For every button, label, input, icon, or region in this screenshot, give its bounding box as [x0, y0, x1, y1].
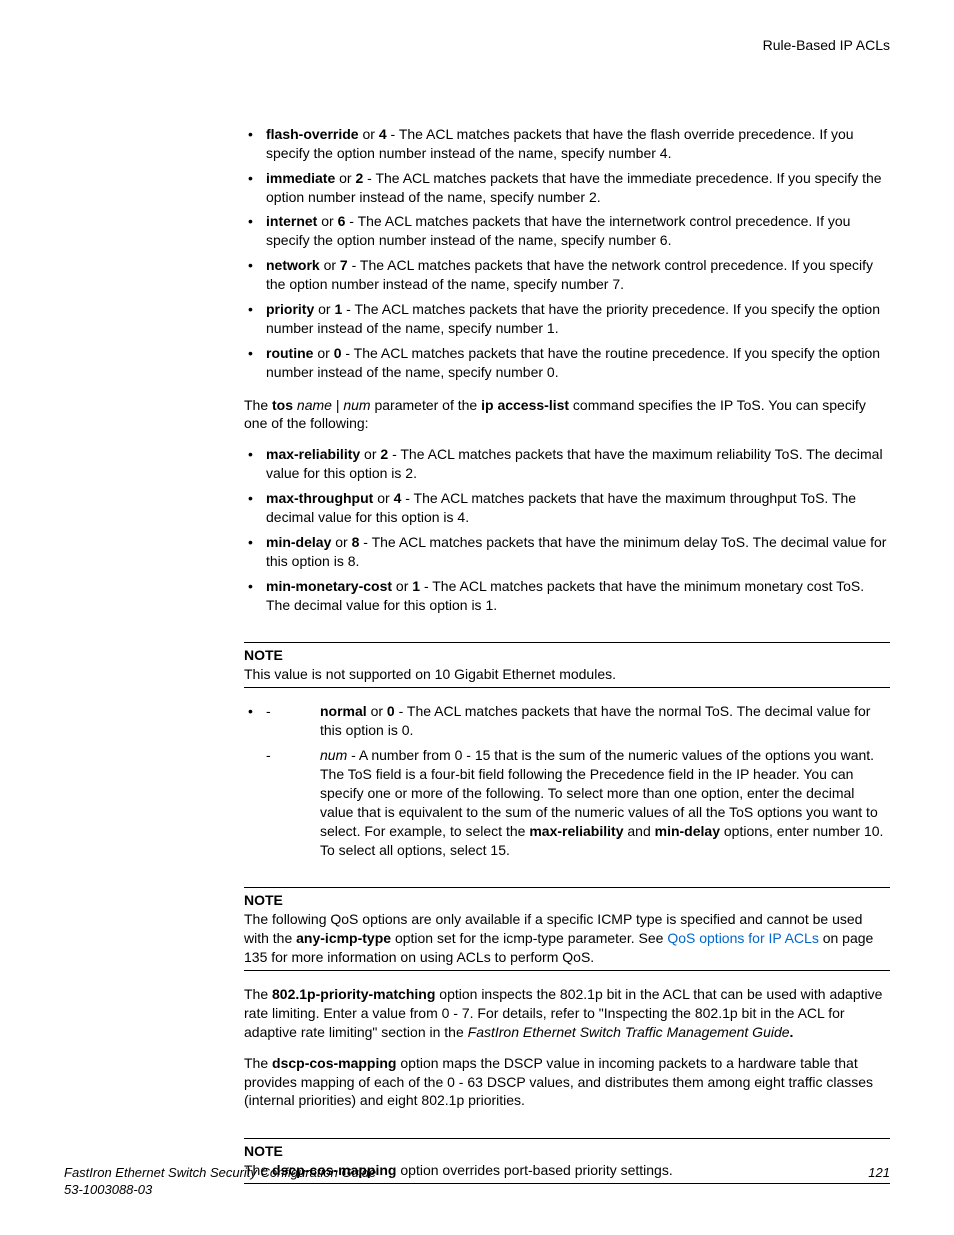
- note-block-2: NOTE The following QoS options are only …: [244, 887, 890, 971]
- term: normal: [320, 703, 367, 719]
- qos-link[interactable]: QoS options for IP ACLs: [667, 930, 819, 946]
- text: parameter of the: [371, 397, 482, 413]
- list-item: network or 7 - The ACL matches packets t…: [244, 256, 890, 294]
- dash-marker: -: [266, 702, 320, 721]
- term-num: 1: [412, 578, 420, 594]
- text: option set for the icmp-type parameter. …: [391, 930, 667, 946]
- text: max-reliability: [529, 823, 623, 839]
- term: max-reliability: [266, 446, 360, 462]
- text: 802.1p-priority-matching: [272, 986, 435, 1002]
- text: |: [332, 397, 343, 413]
- term: min-delay: [266, 534, 331, 550]
- text: normal or 0 - The ACL matches packets th…: [320, 702, 884, 740]
- note-body: The following QoS options are only avail…: [244, 910, 890, 967]
- note-rule: [244, 642, 890, 643]
- note-title: NOTE: [244, 1142, 890, 1161]
- desc: - The ACL matches packets that have the …: [266, 534, 886, 569]
- list-item: internet or 6 - The ACL matches packets …: [244, 212, 890, 250]
- note-rule: [244, 687, 890, 688]
- sub-outer-item: -normal or 0 - The ACL matches packets t…: [244, 702, 890, 740]
- term: flash-override: [266, 126, 359, 142]
- text: dscp-cos-mapping: [272, 1055, 396, 1071]
- note-block-1: NOTE This value is not supported on 10 G…: [244, 642, 890, 688]
- desc: - The ACL matches packets that have the …: [266, 345, 880, 380]
- text: min-delay: [655, 823, 720, 839]
- term: internet: [266, 213, 317, 229]
- page-content: flash-override or 4 - The ACL matches pa…: [244, 125, 890, 1184]
- list-item: flash-override or 4 - The ACL matches pa…: [244, 125, 890, 163]
- term-num: 4: [379, 126, 387, 142]
- para-dscp: The dscp-cos-mapping option maps the DSC…: [244, 1054, 890, 1111]
- text: ip access-list: [481, 397, 569, 413]
- text: .: [790, 1024, 794, 1040]
- precedence-list: flash-override or 4 - The ACL matches pa…: [244, 125, 890, 382]
- tos-list: max-reliability or 2 - The ACL matches p…: [244, 445, 890, 614]
- list-item: immediate or 2 - The ACL matches packets…: [244, 169, 890, 207]
- desc: - The ACL matches packets that have the …: [266, 213, 850, 248]
- note-body: This value is not supported on 10 Gigabi…: [244, 665, 890, 684]
- note-rule: [244, 887, 890, 888]
- desc: - The ACL matches packets that have the …: [266, 257, 873, 292]
- term: max-throughput: [266, 490, 373, 506]
- tos-para: The tos name | num parameter of the ip a…: [244, 396, 890, 434]
- note-rule: [244, 970, 890, 971]
- term: min-monetary-cost: [266, 578, 392, 594]
- text: The: [244, 397, 272, 413]
- header-right: Rule-Based IP ACLs: [64, 36, 890, 55]
- term: priority: [266, 301, 314, 317]
- desc: - The ACL matches packets that have the …: [320, 703, 870, 738]
- page-footer: 121 FastIron Ethernet Switch Security Co…: [64, 1164, 890, 1199]
- term-num: 0: [387, 703, 395, 719]
- term: immediate: [266, 170, 335, 186]
- text: any-icmp-type: [296, 930, 391, 946]
- list-item: - num - A number from 0 - 15 that is the…: [244, 746, 890, 859]
- list-item: routine or 0 - The ACL matches packets t…: [244, 344, 890, 382]
- list-item: priority or 1 - The ACL matches packets …: [244, 300, 890, 338]
- page: Rule-Based IP ACLs flash-override or 4 -…: [0, 0, 954, 1235]
- term: network: [266, 257, 320, 273]
- text: The: [244, 1055, 272, 1071]
- dash-marker: -: [266, 746, 271, 765]
- term: routine: [266, 345, 313, 361]
- text: tos: [272, 397, 293, 413]
- note-title: NOTE: [244, 646, 890, 665]
- term-num: 7: [340, 257, 348, 273]
- list-item: min-delay or 8 - The ACL matches packets…: [244, 533, 890, 571]
- text: FastIron Ethernet Switch Traffic Managem…: [468, 1024, 790, 1040]
- sub-inner-list: - num - A number from 0 - 15 that is the…: [244, 746, 890, 859]
- text: and: [623, 823, 654, 839]
- text: num: [343, 397, 370, 413]
- list-item: max-throughput or 4 - The ACL matches pa…: [244, 489, 890, 527]
- footer-docnum: 53-1003088-03: [64, 1181, 890, 1199]
- desc: - The ACL matches packets that have the …: [266, 301, 880, 336]
- text: name: [297, 397, 332, 413]
- text: The: [244, 986, 272, 1002]
- term: num: [320, 747, 347, 763]
- page-number: 121: [868, 1164, 890, 1182]
- footer-title: FastIron Ethernet Switch Security Config…: [64, 1164, 890, 1182]
- para-8021p: The 802.1p-priority-matching option insp…: [244, 985, 890, 1042]
- note-rule: [244, 1138, 890, 1139]
- note-title: NOTE: [244, 891, 890, 910]
- list-item: min-monetary-cost or 1 - The ACL matches…: [244, 577, 890, 615]
- list-item: max-reliability or 2 - The ACL matches p…: [244, 445, 890, 483]
